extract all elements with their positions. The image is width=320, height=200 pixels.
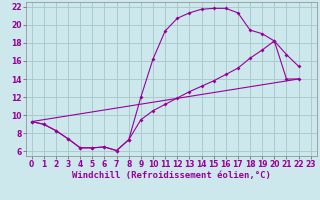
X-axis label: Windchill (Refroidissement éolien,°C): Windchill (Refroidissement éolien,°C): [72, 171, 271, 180]
